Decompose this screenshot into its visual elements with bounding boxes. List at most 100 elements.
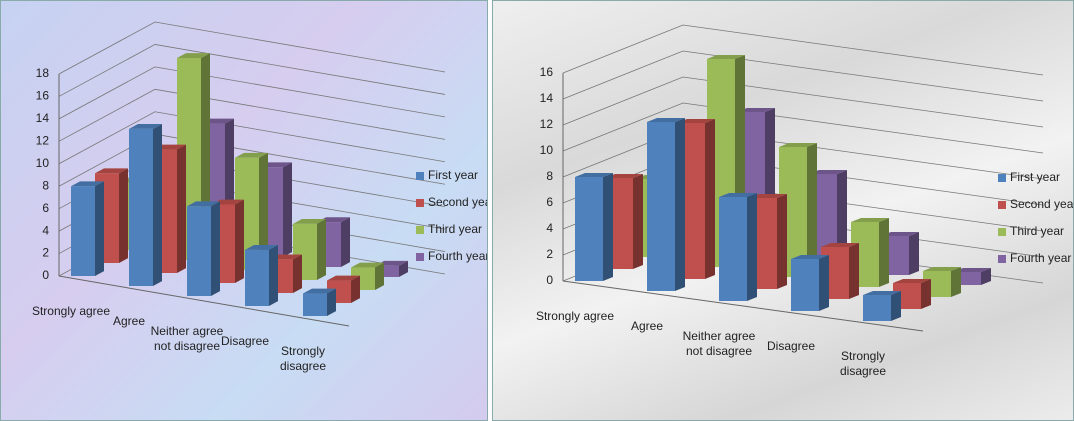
- legend-label: First year: [1010, 170, 1060, 184]
- bar-top: [791, 255, 829, 259]
- legend-label: Fourth year: [428, 249, 487, 263]
- x-tick-label: Neither agree not disagree: [682, 329, 756, 358]
- y-tick-label: 2: [546, 247, 553, 261]
- y-tick-label: 14: [540, 91, 554, 105]
- axis-line: [58, 275, 350, 327]
- bar-side: [177, 144, 186, 273]
- bar: [71, 186, 95, 276]
- bar: [129, 128, 153, 286]
- bar: [719, 197, 747, 301]
- legend-swatch: [998, 228, 1006, 236]
- x-tick-label: Disagree: [766, 339, 816, 353]
- y-tick-label: 18: [36, 66, 50, 80]
- y-tick-label: 12: [540, 117, 554, 131]
- bar-top: [303, 288, 336, 294]
- legend-label: Second year: [428, 195, 487, 209]
- bar-side: [675, 118, 685, 291]
- legend-label: Third year: [428, 222, 482, 236]
- y-tick-label: 12: [36, 134, 50, 148]
- y-tick-label: 8: [546, 169, 553, 183]
- y-tick-label: 16: [540, 65, 554, 79]
- bar-top: [245, 245, 278, 250]
- bar-side: [807, 143, 817, 277]
- bar-top: [851, 218, 889, 222]
- x-tick-label: Strongly disagree: [279, 344, 327, 373]
- bar-top: [923, 267, 961, 271]
- bar-top: [177, 53, 210, 58]
- grid-line: [58, 44, 446, 97]
- grid-line: [562, 24, 1044, 76]
- bar-top: [737, 108, 775, 112]
- y-tick-label: 10: [540, 143, 554, 157]
- bar-top: [953, 268, 991, 272]
- bar-side: [921, 279, 931, 309]
- bar: [575, 177, 603, 281]
- bar-top: [647, 118, 685, 122]
- legend-swatch: [998, 201, 1006, 209]
- bar-top: [677, 119, 715, 123]
- bar-side: [283, 162, 292, 257]
- y-tick-label: 6: [42, 201, 49, 215]
- y-tick-label: 0: [42, 268, 49, 282]
- bar-side: [351, 275, 360, 303]
- legend-label: Fourth year: [1010, 251, 1071, 265]
- chart-panel: 0 2 4 6 8 10 12 14 16 First year Second year Third …: [492, 0, 1074, 421]
- y-tick-label: 6: [546, 195, 553, 209]
- bar-top: [187, 201, 220, 207]
- bar-side: [819, 255, 829, 311]
- bar-top: [235, 152, 268, 158]
- legend-swatch: [998, 174, 1006, 182]
- bar-side: [747, 193, 757, 301]
- bar-side: [211, 201, 220, 296]
- grid-line: [562, 102, 1044, 154]
- grid-line: [58, 111, 446, 165]
- bar-side: [119, 168, 128, 263]
- x-tick-label: Neither agree not disagree: [150, 324, 224, 353]
- bar-top: [707, 55, 745, 59]
- axis-line: [562, 280, 924, 332]
- x-tick-label: Strongly disagree: [839, 349, 887, 378]
- bar-top: [351, 262, 384, 268]
- chart-panel: 0 2 4 6 8 10 12 14 16 18 First year Second year Thir…: [0, 0, 488, 421]
- bar-side: [235, 199, 244, 283]
- bar: [647, 122, 675, 291]
- bar-top: [71, 181, 104, 187]
- x-tick-label: Agree: [630, 319, 664, 333]
- bar-side: [341, 217, 350, 267]
- grid-line: [562, 76, 1044, 128]
- bar: [375, 265, 399, 277]
- chart: 0 2 4 6 8 10 12 14 16 First year Second year Third …: [540, 24, 1073, 332]
- legend-swatch: [416, 172, 424, 180]
- x-tick-label: Strongly agree: [535, 309, 615, 323]
- bar-top: [293, 219, 326, 224]
- y-tick-label: 4: [546, 221, 553, 235]
- y-tick-label: 14: [36, 111, 50, 125]
- bar-side: [317, 219, 326, 280]
- y-tick-label: 2: [42, 246, 49, 260]
- bar-top: [749, 194, 787, 198]
- bar-side: [375, 262, 384, 290]
- bar-side: [269, 245, 278, 306]
- bar-side: [909, 232, 919, 275]
- legend-swatch: [416, 199, 424, 207]
- bar: [303, 293, 327, 316]
- y-tick-label: 4: [42, 223, 49, 237]
- bar-side: [293, 254, 302, 293]
- y-tick-label: 0: [546, 273, 553, 287]
- legend-label: Third year: [1010, 224, 1064, 238]
- bar-side: [981, 268, 991, 285]
- y-tick-label: 8: [42, 178, 49, 192]
- bar-top: [327, 275, 360, 281]
- bar-top: [893, 279, 931, 283]
- grid-line: [58, 21, 446, 75]
- bar-side: [777, 194, 787, 289]
- bar-side: [849, 243, 859, 299]
- bar: [791, 259, 819, 311]
- bar-side: [891, 291, 901, 321]
- legend-swatch: [416, 226, 424, 234]
- bar-side: [153, 124, 162, 286]
- bar: [245, 249, 269, 306]
- y-tick-label: 10: [36, 156, 50, 170]
- bar-side: [879, 218, 889, 287]
